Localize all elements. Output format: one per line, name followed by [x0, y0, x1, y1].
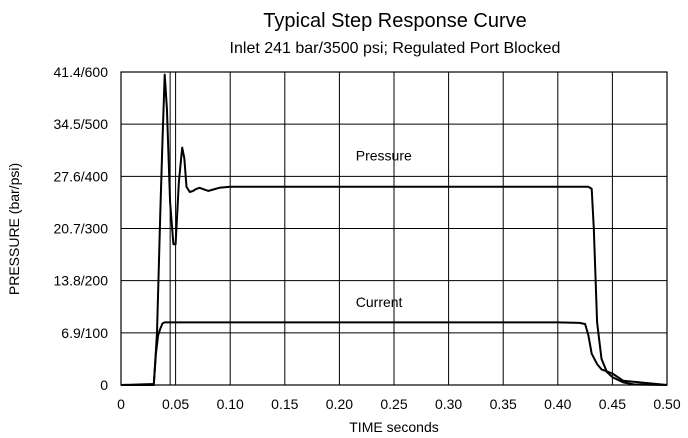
chart-title: Typical Step Response Curve: [263, 10, 526, 32]
series-lines: [120, 73, 668, 386]
grid-lines: [120, 71, 668, 386]
y-tick-label: 41.4/600: [54, 64, 109, 80]
y-tick-label: 34.5/500: [54, 116, 109, 132]
x-tick-label: 0.35: [490, 396, 517, 412]
x-tick-label: 0.25: [380, 396, 407, 412]
y-tick-label: 0: [100, 377, 108, 393]
series-line-pressure: [121, 73, 668, 386]
x-axis-label: TIME seconds: [349, 419, 438, 435]
series-label-current: Current: [356, 294, 403, 310]
x-tick-label: 0.45: [599, 396, 626, 412]
plot-frame: [120, 71, 668, 386]
x-tick-label: 0.10: [217, 396, 244, 412]
series-label-pressure: Pressure: [356, 148, 412, 164]
x-tick-label: 0: [117, 396, 125, 412]
x-tick-label: 0.40: [544, 396, 571, 412]
chart-subtitle: Inlet 241 bar/3500 psi; Regulated Port B…: [230, 40, 561, 57]
x-tick-label: 0.30: [435, 396, 462, 412]
y-tick-label: 27.6/400: [54, 168, 109, 184]
y-axis-ticks: 0 6.9/100 13.8/200 20.7/300 27.6/400 34.5/500…: [54, 64, 109, 393]
series-annotations: Pressure Current: [356, 148, 412, 310]
x-axis-ticks: 0 0.05 0.10 0.15 0.20 0.25 0.30 0.35 0.40 0.45 0.5…: [117, 396, 681, 412]
y-tick-label: 13.8/200: [54, 273, 109, 289]
x-tick-label: 0.20: [326, 396, 353, 412]
series-line-current: [120, 321, 668, 386]
x-tick-label: 0.50: [653, 396, 680, 412]
y-axis-label: PRESSURE (bar/psi): [6, 163, 22, 295]
y-tick-label: 6.9/100: [61, 325, 108, 341]
x-tick-label: 0.05: [162, 396, 189, 412]
x-tick-label: 0.15: [271, 396, 298, 412]
y-tick-label: 20.7/300: [54, 221, 109, 237]
